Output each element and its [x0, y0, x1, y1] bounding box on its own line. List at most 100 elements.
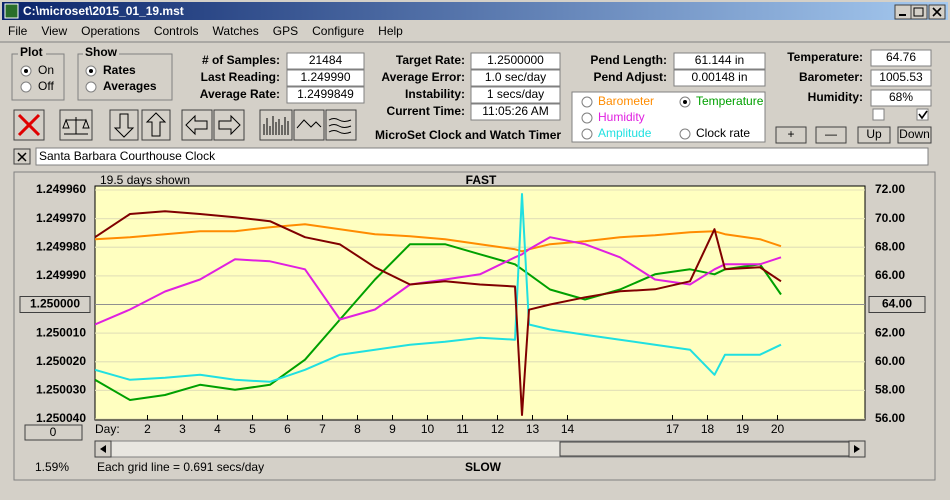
legend-radio[interactable]	[581, 128, 593, 140]
watch-name[interactable]: Santa Barbara Courthouse Clock	[39, 149, 216, 163]
field-box	[673, 69, 766, 87]
field-box	[470, 103, 561, 121]
left-center-button[interactable]	[19, 296, 91, 313]
radio[interactable]	[85, 81, 97, 93]
field-label: Pend Length:	[590, 53, 667, 67]
left-tick-label: 1.250010	[36, 325, 86, 339]
field-label: Humidity:	[808, 90, 863, 104]
adjust-button-label[interactable]: —	[825, 127, 837, 141]
radio-label[interactable]: On	[38, 63, 54, 77]
reset-button-label[interactable]: 0	[50, 425, 57, 439]
minimize-button[interactable]	[894, 4, 912, 20]
right-tick-label: 72.00	[875, 182, 905, 196]
radio[interactable]	[20, 81, 32, 93]
down-button[interactable]	[109, 109, 139, 141]
plot-selector	[571, 91, 766, 143]
clear-icon	[17, 113, 41, 137]
maximize-button[interactable]	[910, 4, 928, 20]
menu-item[interactable]: Configure	[312, 24, 364, 38]
field-value: 68%	[889, 90, 913, 104]
right-tick-label: 62.00	[875, 325, 905, 339]
adjust-buttons: + — Up Down	[775, 126, 932, 144]
x-tick-label: 19	[736, 422, 750, 436]
app-icon	[4, 3, 19, 19]
scroll-right-icon	[854, 445, 860, 453]
right-tick-label: 70.00	[875, 211, 905, 225]
field-box	[673, 52, 766, 70]
field-value: 1.249990	[300, 70, 350, 84]
field-label: Average Rate:	[200, 87, 280, 101]
right-tick-label[interactable]: 64.00	[882, 297, 912, 311]
scroll-thumb[interactable]	[559, 441, 851, 457]
legend-label[interactable]: Humidity	[598, 110, 645, 124]
menu-item[interactable]: View	[41, 24, 67, 38]
maximize-icon	[913, 7, 924, 17]
right-tick-label: 66.00	[875, 268, 905, 282]
legend: Barometer Temperature Humidity Amplitude Clo…	[581, 94, 764, 140]
field-box	[470, 52, 561, 70]
legend-label[interactable]: Temperature	[696, 94, 764, 108]
checkbox[interactable]	[872, 108, 885, 121]
watch-name-box[interactable]	[35, 147, 929, 166]
legend-label[interactable]: Amplitude	[598, 126, 652, 140]
adjust-button[interactable]	[897, 126, 932, 144]
x-tick-label: 5	[249, 422, 256, 436]
series-line	[95, 243, 782, 401]
fast-label: FAST	[466, 173, 497, 187]
adjust-button-label[interactable]: Down	[899, 127, 930, 141]
radio-label[interactable]: Rates	[103, 63, 136, 77]
menu-item[interactable]: Watches	[213, 24, 259, 38]
adjust-button-label[interactable]: +	[787, 127, 794, 141]
scale-button[interactable]	[59, 109, 93, 141]
legend-radio[interactable]	[679, 128, 691, 140]
field-value: 1.2500000	[487, 53, 544, 67]
radio-dot	[24, 69, 28, 73]
field-box	[470, 69, 561, 87]
left-tick-label: 1.249980	[36, 239, 86, 253]
adjust-button[interactable]	[857, 126, 891, 144]
reset-button[interactable]	[24, 424, 83, 441]
right-tick-label: 68.00	[875, 239, 905, 253]
x-tick-label: 20	[771, 422, 785, 436]
field-label: # of Samples:	[202, 53, 280, 67]
up-button[interactable]	[141, 109, 171, 141]
slow-label: SLOW	[465, 460, 502, 474]
field-box	[286, 69, 365, 87]
field-value: 0.00148 in	[691, 70, 747, 84]
right-arrow	[218, 114, 241, 136]
radio-label[interactable]: Off	[38, 79, 54, 93]
legend-radio[interactable]	[581, 96, 593, 108]
adjust-button[interactable]	[775, 126, 807, 144]
right-tick-label: 56.00	[875, 411, 905, 425]
adjust-button-label[interactable]: Up	[866, 127, 882, 141]
waves-button[interactable]	[325, 109, 357, 141]
show-group	[77, 53, 173, 101]
scroll-left-icon	[100, 445, 106, 453]
menu-item[interactable]: File	[8, 24, 28, 38]
left-tick-label: 1.249960	[36, 182, 86, 196]
checkbox[interactable]	[916, 108, 929, 121]
radio-label[interactable]: Averages	[103, 79, 157, 93]
x-axis-label: Day:	[95, 422, 120, 436]
legend-radio[interactable]	[581, 112, 593, 124]
field-label: Average Error:	[381, 70, 465, 84]
right-tick-label: 60.00	[875, 354, 905, 368]
left-tick-label[interactable]: 1.250000	[30, 297, 80, 311]
caption: MicroSet Clock and Watch Timer	[375, 128, 561, 142]
plot-lines	[95, 189, 865, 420]
menu-item[interactable]: Help	[378, 24, 403, 38]
field-box	[286, 52, 365, 70]
window-controls[interactable]	[894, 4, 946, 20]
menu-item[interactable]: Controls	[154, 24, 199, 38]
field-value: 64.76	[886, 50, 916, 64]
legend-label[interactable]: Barometer	[598, 94, 654, 108]
x-tick-label: 18	[701, 422, 715, 436]
menu-item[interactable]: GPS	[273, 24, 298, 38]
remove-icon	[17, 152, 27, 162]
right-center-button[interactable]	[868, 296, 926, 313]
group-title: Show	[85, 45, 118, 59]
adjust-button[interactable]	[815, 126, 847, 144]
menu-item[interactable]: Operations	[81, 24, 140, 38]
legend-label[interactable]: Clock rate	[696, 126, 750, 140]
x-tick-label: 12	[491, 422, 505, 436]
